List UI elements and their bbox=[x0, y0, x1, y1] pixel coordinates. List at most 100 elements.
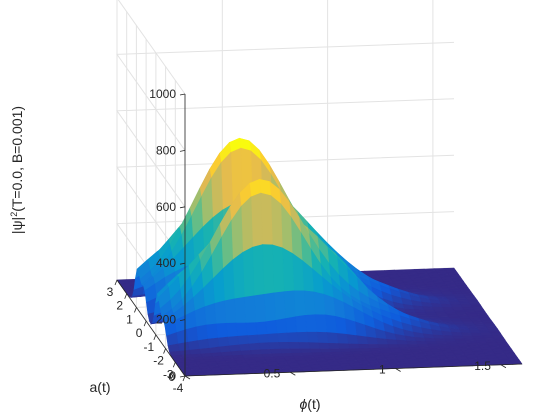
a-tick-label: 0.5 bbox=[264, 366, 281, 380]
z-tick bbox=[179, 206, 186, 209]
surface-patch bbox=[423, 309, 436, 314]
phi-tick bbox=[143, 320, 147, 327]
phi-tick bbox=[134, 307, 137, 313]
surface-patch bbox=[249, 349, 263, 356]
surface-patch bbox=[235, 322, 248, 337]
surface-patch bbox=[324, 314, 337, 334]
surface-patch bbox=[263, 292, 276, 323]
axis-edges bbox=[114, 93, 523, 382]
surface-patch bbox=[278, 341, 291, 350]
surface-patch bbox=[266, 333, 279, 344]
surface-patch bbox=[355, 335, 369, 345]
surface-patch bbox=[275, 318, 288, 334]
z-tick bbox=[179, 319, 186, 321]
surface-patch bbox=[237, 335, 250, 346]
surface-patch bbox=[304, 314, 318, 333]
phi-tick bbox=[124, 293, 128, 299]
surface-patch bbox=[423, 337, 437, 342]
surface-patch bbox=[288, 341, 301, 350]
z-tick-label: 0 bbox=[169, 369, 176, 383]
x-axis-label: ϕ(t) bbox=[299, 396, 320, 412]
surface-patch bbox=[286, 332, 299, 343]
surface-patch bbox=[195, 324, 208, 341]
z-tick bbox=[179, 375, 186, 378]
z-tick-label: 1000 bbox=[149, 87, 176, 101]
surface-patch bbox=[225, 322, 238, 338]
surface-patch bbox=[260, 192, 273, 246]
surface-patch bbox=[207, 337, 220, 349]
surface-patch bbox=[347, 343, 360, 350]
surface-patch bbox=[303, 290, 316, 316]
z-gridline bbox=[117, 0, 186, 95]
surface-patch bbox=[252, 244, 265, 297]
surface-patch bbox=[259, 349, 273, 355]
surface-patch bbox=[299, 348, 312, 354]
surface-patch bbox=[293, 290, 306, 318]
surface-patch bbox=[414, 312, 428, 316]
surface-patch bbox=[204, 303, 217, 326]
surface-patch bbox=[220, 151, 233, 211]
z-tick-label: 600 bbox=[156, 200, 176, 214]
depth-axis-label: a(t) bbox=[90, 379, 111, 395]
surface-patch bbox=[449, 304, 463, 308]
surface-patch bbox=[313, 291, 326, 316]
a-axis-line bbox=[184, 363, 523, 377]
surface-patch bbox=[460, 332, 473, 337]
surface-patch bbox=[281, 247, 295, 293]
surface-patch bbox=[217, 336, 230, 348]
a-tick-label: 1.5 bbox=[474, 359, 491, 373]
a-tick bbox=[290, 371, 296, 376]
x-axis-label-suffix: (t) bbox=[307, 396, 320, 412]
a-tick bbox=[184, 375, 191, 380]
surface-patch bbox=[327, 342, 341, 350]
x-axis-label-symbol: ϕ bbox=[299, 396, 307, 412]
surface-patch bbox=[279, 348, 293, 354]
z-tick-label: 200 bbox=[156, 313, 176, 327]
surface-patch bbox=[205, 323, 218, 340]
surface-patch bbox=[187, 340, 200, 351]
phi-tick bbox=[172, 362, 176, 368]
surface-patch bbox=[296, 331, 309, 343]
phi-tick bbox=[163, 348, 166, 354]
z-tick bbox=[179, 93, 186, 96]
surface-patch bbox=[463, 295, 477, 299]
surface-patch bbox=[316, 331, 329, 344]
z-tick-label: 800 bbox=[156, 143, 176, 157]
surface-patch bbox=[256, 333, 270, 344]
surface-patch bbox=[177, 341, 190, 352]
surface-patch bbox=[377, 344, 390, 349]
surface-patch bbox=[314, 314, 327, 333]
surface-patch bbox=[459, 304, 473, 308]
surface-patch bbox=[375, 337, 388, 345]
surface-patch bbox=[385, 338, 398, 345]
phi-tick bbox=[182, 375, 186, 382]
surface-patch bbox=[450, 331, 463, 337]
surface-patch bbox=[208, 346, 221, 354]
surface-patch bbox=[273, 291, 286, 321]
surface-patch bbox=[230, 350, 243, 356]
surface-patch bbox=[451, 335, 465, 340]
surface-patch bbox=[214, 300, 227, 325]
surface-patch bbox=[337, 343, 350, 350]
surface-patch bbox=[188, 348, 202, 355]
surface-patch bbox=[470, 332, 483, 337]
surface-patch bbox=[357, 343, 370, 350]
surface-patch bbox=[233, 296, 247, 324]
surface-patch bbox=[317, 342, 331, 350]
phi-tick bbox=[114, 279, 118, 286]
surface-patch bbox=[323, 293, 336, 317]
surface-patch bbox=[298, 342, 311, 350]
a-tick-label: 1 bbox=[379, 363, 386, 377]
surface-patch bbox=[319, 348, 332, 353]
surface-patch bbox=[240, 350, 253, 356]
surface-patch bbox=[255, 321, 268, 336]
surface-patch bbox=[307, 342, 321, 350]
surface-patch bbox=[285, 316, 298, 334]
surface-patch bbox=[224, 298, 237, 324]
surface-patch bbox=[329, 348, 342, 353]
surface bbox=[116, 137, 523, 377]
surface-patch bbox=[276, 332, 289, 343]
z-axis-label-sup: 2 bbox=[9, 212, 19, 217]
surface-patch bbox=[367, 344, 380, 349]
a-tick bbox=[395, 368, 401, 372]
